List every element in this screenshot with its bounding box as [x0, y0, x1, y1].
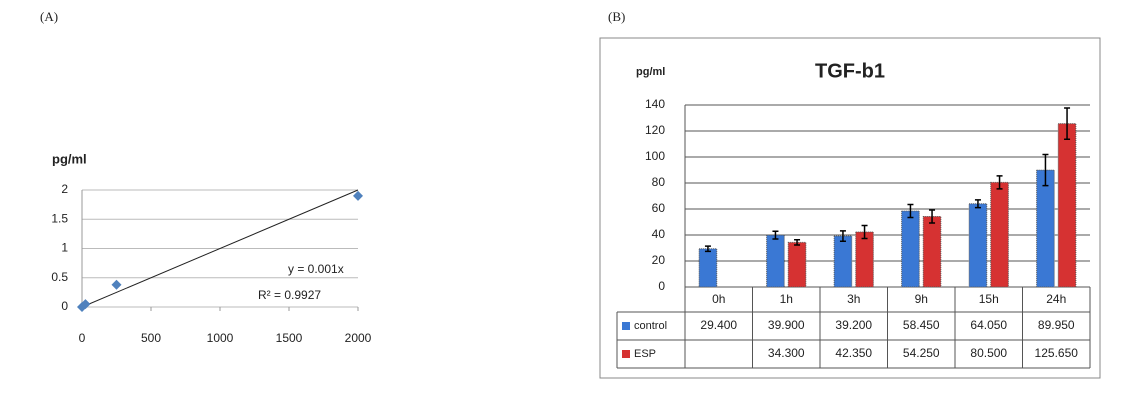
x-tick-label: 500 [141, 331, 161, 345]
x-tick-label: 3h [847, 292, 860, 306]
y-tick-label: 20 [652, 253, 666, 267]
error-bar [772, 230, 779, 240]
panel-label: (A) [40, 9, 58, 24]
legend-key [622, 322, 630, 330]
chart-title: TGF-b1 [815, 60, 885, 82]
y-tick-label: 2 [61, 182, 68, 196]
error-bar [1064, 107, 1071, 141]
bar [787, 241, 807, 288]
panel-label: (B) [608, 9, 625, 24]
table-value: 58.450 [903, 318, 940, 332]
chart-frame [599, 37, 1101, 379]
legend-label: ESP [634, 348, 656, 360]
x-tick-label: 0 [79, 331, 86, 345]
point [111, 279, 122, 290]
bar [833, 235, 853, 288]
bar [698, 248, 718, 288]
x-tick-label: 0h [712, 292, 725, 306]
bar [968, 203, 988, 288]
x-tick-label: 1500 [276, 331, 303, 345]
error-bar [861, 224, 868, 240]
y-tick-label: 140 [645, 97, 665, 111]
x-tick-label: 2000 [345, 331, 372, 345]
table-value: 39.200 [835, 318, 872, 332]
y-tick-label: 40 [652, 227, 666, 241]
bar [901, 210, 920, 288]
x-tick-label: 1h [780, 292, 793, 306]
bar [1036, 169, 1055, 288]
bar [766, 234, 785, 288]
x-tick-label: 24h [1046, 292, 1066, 306]
y-tick-label: 100 [645, 149, 665, 163]
y-tick-label: 1 [61, 241, 68, 255]
x-tick-label: 9h [915, 292, 928, 306]
y-axis-label: pg/ml [52, 151, 87, 166]
trendline-r2: R² = 0.9927 [258, 288, 321, 302]
table-value: 64.050 [970, 318, 1007, 332]
bar [1057, 123, 1077, 288]
error-bar [974, 199, 981, 209]
bar [990, 181, 1009, 288]
error-bar [704, 245, 711, 253]
y-tick-label: 60 [652, 201, 666, 215]
table-value: 34.300 [768, 346, 805, 360]
legend-key [622, 350, 630, 358]
table-value: 54.250 [903, 346, 940, 360]
trendline [81, 189, 359, 308]
trendline-label: y = 0.001x [288, 262, 344, 276]
y-tick-label: 1.5 [51, 211, 68, 225]
error-bar [839, 230, 846, 242]
table-value: 80.500 [970, 346, 1007, 360]
table-value: 39.900 [768, 318, 805, 332]
bar [922, 215, 942, 288]
y-tick-label: 0 [658, 279, 665, 293]
y-tick-label: 120 [645, 123, 665, 137]
error-bar [996, 175, 1003, 190]
table-value: 29.400 [700, 318, 737, 332]
error-bar [1042, 153, 1049, 187]
legend-label: control [634, 320, 667, 332]
table-value: 42.350 [835, 346, 872, 360]
error-bar [907, 203, 914, 219]
x-tick-label: 15h [979, 292, 999, 306]
error-bar [794, 239, 801, 246]
error-bar [929, 209, 936, 224]
y-tick-label: 0.5 [51, 270, 68, 284]
y-tick-label: 0 [61, 299, 68, 313]
bar [855, 231, 874, 288]
x-tick-label: 1000 [207, 331, 234, 345]
y-tick-label: 80 [652, 175, 666, 189]
point [353, 190, 363, 201]
table-value: 89.950 [1038, 318, 1075, 332]
table-value: 125.650 [1035, 346, 1079, 360]
point [80, 299, 91, 310]
y-axis-label: pg/ml [636, 66, 665, 78]
